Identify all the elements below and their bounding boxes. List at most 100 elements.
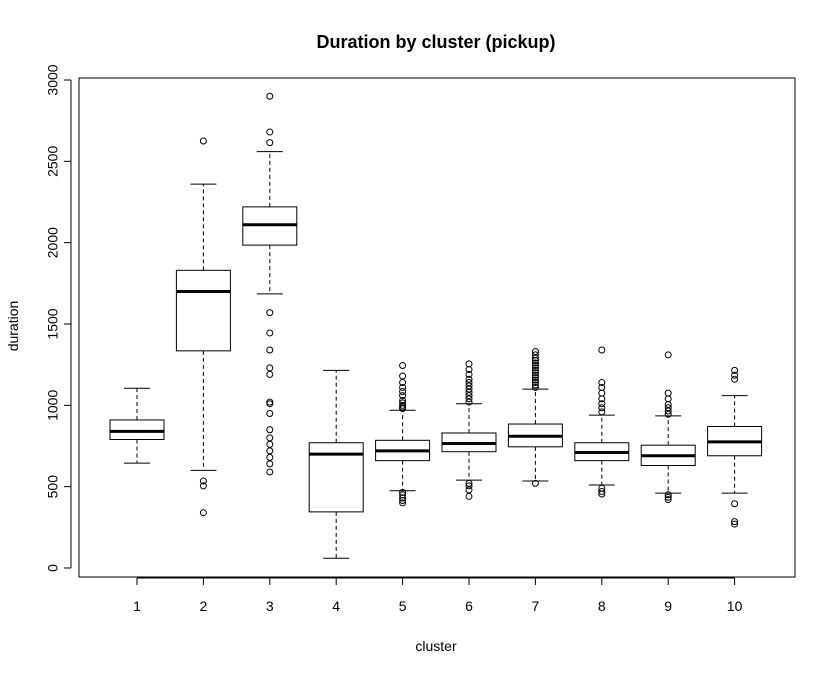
chart-title: Duration by cluster (pickup) xyxy=(316,32,555,52)
outlier-point xyxy=(266,370,274,378)
outlier-point xyxy=(598,346,606,354)
outlier-point xyxy=(399,379,407,387)
outlier-point xyxy=(465,492,473,500)
y-tick-label: 2500 xyxy=(45,146,61,177)
outlier-point xyxy=(399,388,407,396)
outlier-point xyxy=(399,372,407,380)
outlier-point xyxy=(531,359,539,367)
outlier-point xyxy=(598,389,606,397)
y-tick-label: 3000 xyxy=(45,64,61,95)
outlier-point xyxy=(598,408,606,416)
x-tick-label: 5 xyxy=(399,598,407,614)
outlier-point xyxy=(266,434,274,442)
x-axis: 1 2 3 4 5 6 7 8 9 10 xyxy=(133,577,743,614)
outlier-point xyxy=(531,383,539,391)
x-tick-label: 7 xyxy=(532,598,540,614)
y-axis: 0 500 1000 1500 2000 2500 3000 xyxy=(45,64,72,572)
outlier-point xyxy=(731,366,739,374)
box-cluster-1 xyxy=(109,387,165,464)
y-tick-label: 2000 xyxy=(45,227,61,258)
x-axis-label: cluster xyxy=(415,638,457,654)
outlier-point xyxy=(531,479,539,487)
outlier-point xyxy=(731,375,739,383)
box-cluster-9 xyxy=(640,351,696,504)
iqr-box xyxy=(175,269,231,352)
outlier-point xyxy=(465,379,473,387)
outlier-point xyxy=(465,479,473,487)
outlier-point xyxy=(731,500,739,508)
outlier-point xyxy=(598,383,606,391)
x-tick-label: 6 xyxy=(465,598,473,614)
outlier-point xyxy=(266,346,274,354)
outlier-point xyxy=(266,128,274,136)
outlier-point xyxy=(531,374,539,382)
outlier-point xyxy=(465,375,473,383)
box-cluster-3 xyxy=(242,92,298,476)
outlier-point xyxy=(731,371,739,379)
outlier-point xyxy=(465,360,473,368)
outlier-point xyxy=(199,137,207,145)
outlier-point xyxy=(664,351,672,359)
x-tick-label: 8 xyxy=(598,598,606,614)
x-tick-label: 9 xyxy=(664,598,672,614)
box-cluster-4 xyxy=(308,369,364,559)
outlier-point xyxy=(731,518,739,526)
box-cluster-8 xyxy=(574,346,630,498)
x-tick-label: 10 xyxy=(727,598,743,614)
y-axis-label: duration xyxy=(5,301,21,352)
outlier-point xyxy=(266,468,274,476)
outlier-point xyxy=(399,491,407,499)
outlier-point xyxy=(664,410,672,418)
outlier-point xyxy=(399,361,407,369)
outlier-point xyxy=(266,309,274,317)
x-tick-label: 3 xyxy=(266,598,274,614)
outlier-point xyxy=(664,496,672,504)
outlier-point xyxy=(399,499,407,507)
outlier-point xyxy=(664,389,672,397)
outlier-point xyxy=(531,351,539,359)
outlier-point xyxy=(399,383,407,391)
outlier-point xyxy=(465,370,473,378)
outlier-point xyxy=(531,369,539,377)
box-cluster-7 xyxy=(507,348,563,487)
plot-frame xyxy=(78,77,796,578)
outlier-point xyxy=(531,348,539,356)
outlier-point xyxy=(531,361,539,369)
outlier-point xyxy=(531,354,539,362)
outlier-point xyxy=(465,486,473,494)
box-cluster-6 xyxy=(441,360,497,500)
outlier-point xyxy=(266,364,274,372)
outlier-point xyxy=(531,379,539,387)
outlier-point xyxy=(266,453,274,461)
outlier-point xyxy=(731,520,739,528)
outlier-point xyxy=(266,440,274,448)
y-tick-label: 500 xyxy=(45,475,61,499)
box-cluster-5 xyxy=(375,361,431,507)
y-tick-label: 1500 xyxy=(45,308,61,339)
outlier-point xyxy=(399,399,407,407)
outlier-point xyxy=(465,382,473,390)
outlier-point xyxy=(664,493,672,501)
outlier-point xyxy=(531,371,539,379)
outlier-point xyxy=(465,398,473,406)
iqr-box xyxy=(109,419,165,440)
outlier-point xyxy=(399,401,407,409)
outlier-point xyxy=(664,395,672,403)
x-tick-label: 1 xyxy=(133,598,141,614)
outlier-point xyxy=(266,329,274,337)
box-cluster-10 xyxy=(707,366,763,528)
outlier-point xyxy=(199,509,207,517)
outlier-point xyxy=(598,484,606,492)
outlier-point xyxy=(266,447,274,455)
outlier-point xyxy=(266,409,274,417)
x-tick-label: 4 xyxy=(332,598,340,614)
outlier-point xyxy=(399,396,407,404)
outlier-point xyxy=(598,488,606,496)
outlier-point xyxy=(664,407,672,415)
outlier-point xyxy=(598,379,606,387)
outlier-point xyxy=(399,392,407,400)
outlier-point xyxy=(465,482,473,490)
outlier-point xyxy=(399,488,407,496)
box-cluster-2 xyxy=(175,137,231,517)
outlier-point xyxy=(531,366,539,374)
